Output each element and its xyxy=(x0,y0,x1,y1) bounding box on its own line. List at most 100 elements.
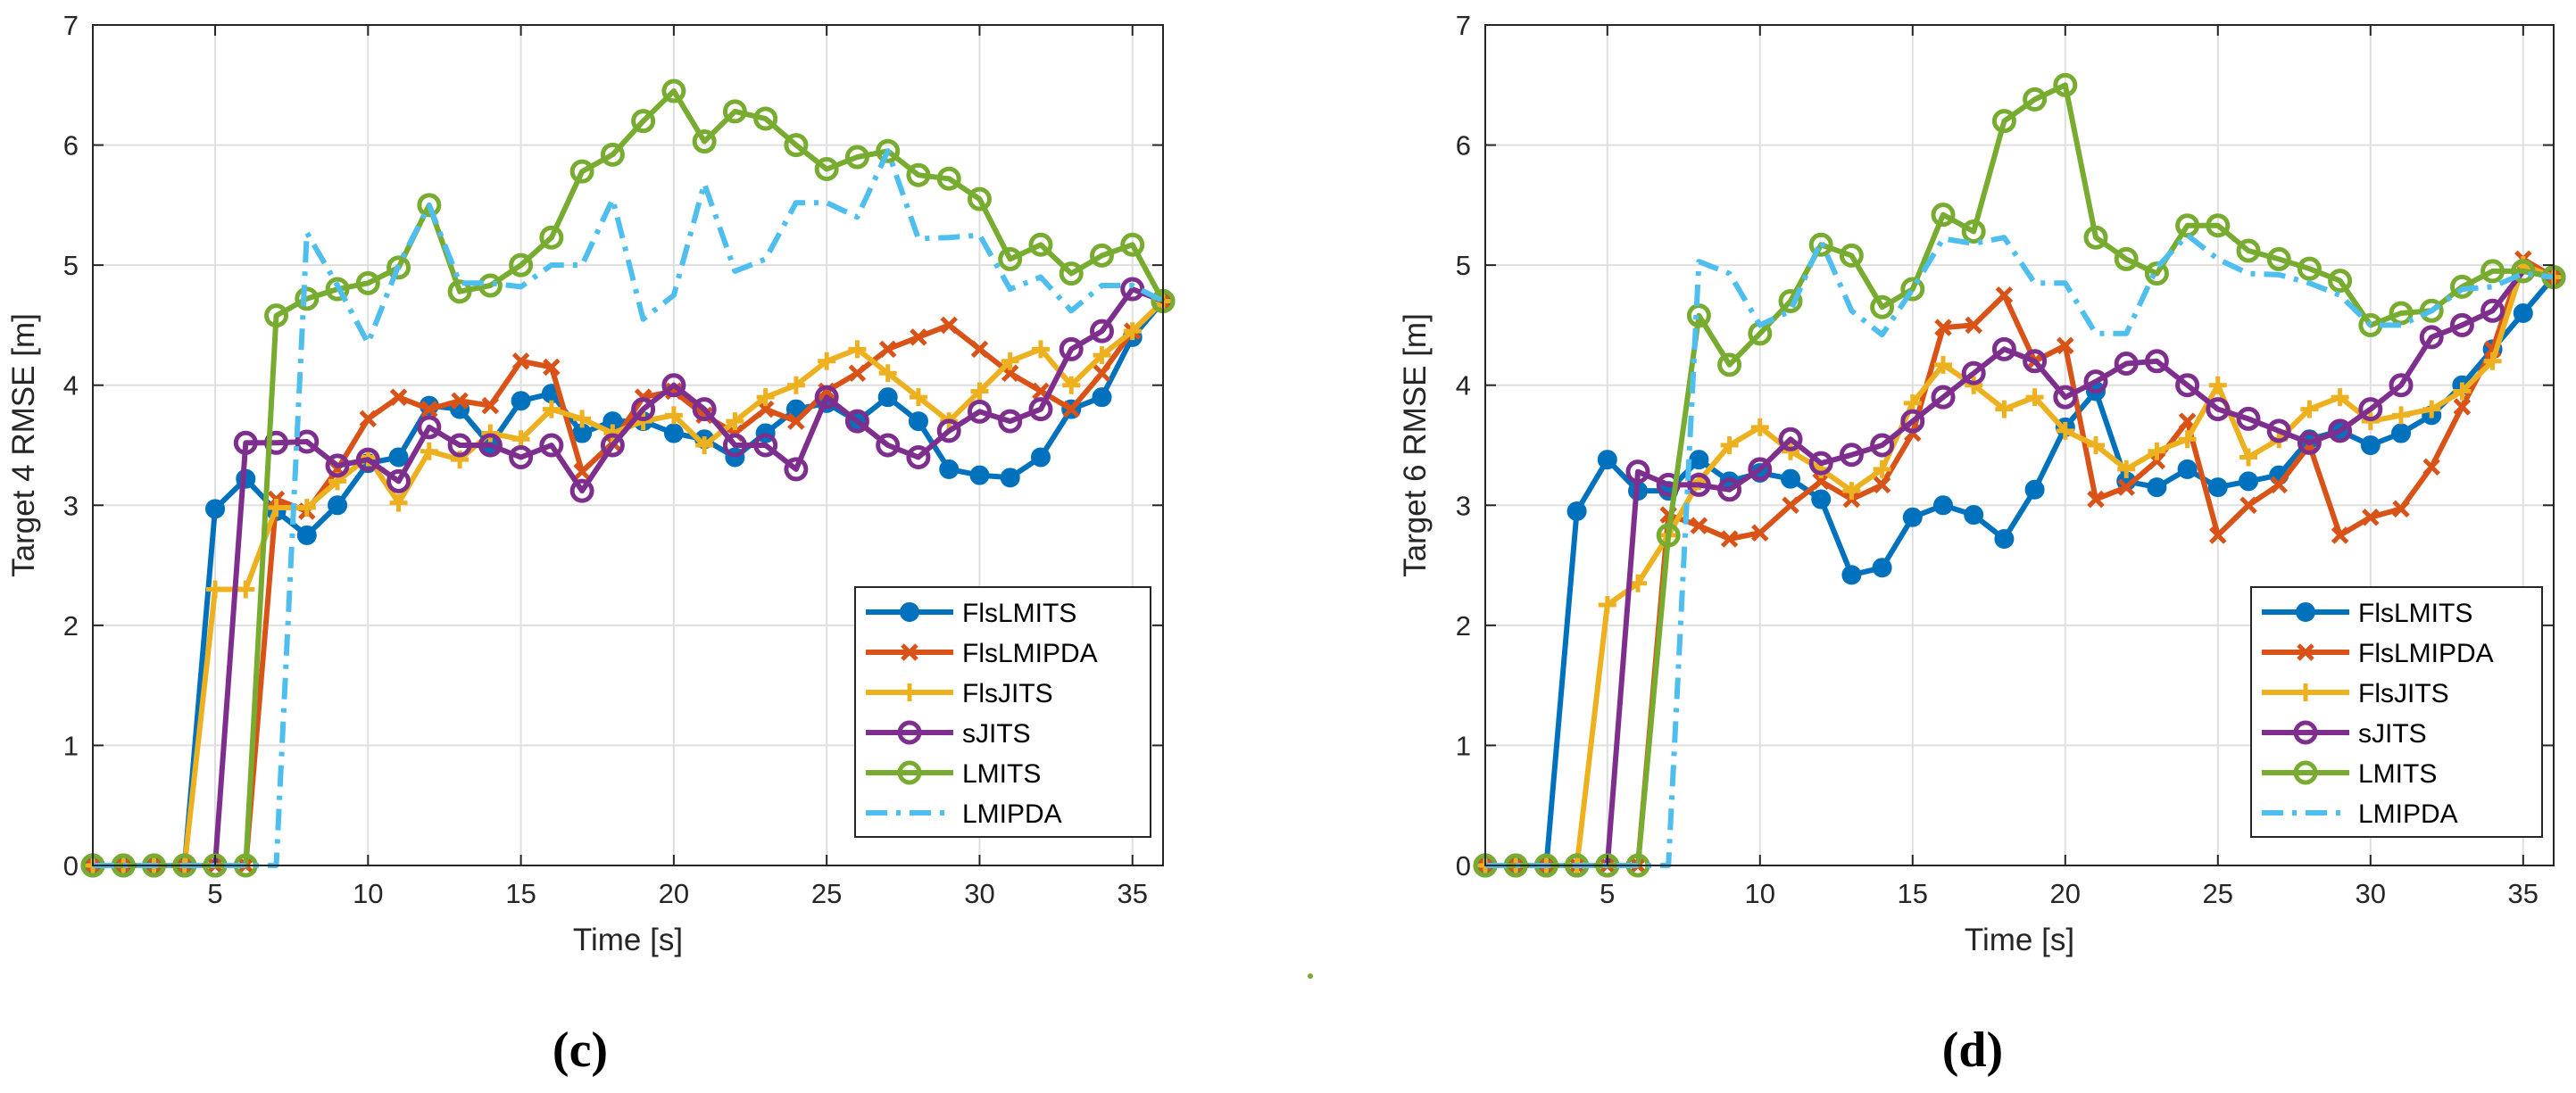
data-point xyxy=(1900,277,1925,302)
data-point xyxy=(2360,435,2381,455)
data-point xyxy=(1030,447,1051,468)
data-point xyxy=(631,109,656,134)
data-point xyxy=(967,186,992,211)
y-tick-label: 6 xyxy=(63,130,79,161)
data-point xyxy=(1934,319,1952,336)
data-point xyxy=(661,79,686,104)
data-point xyxy=(876,433,901,458)
data-point xyxy=(787,412,805,430)
data-point xyxy=(664,406,683,425)
data-point xyxy=(2392,500,2410,518)
data-point xyxy=(1933,495,1953,516)
data-point xyxy=(1903,393,1922,412)
y-tick-label: 3 xyxy=(63,490,79,521)
data-point xyxy=(661,373,686,398)
data-point xyxy=(2144,349,2169,374)
data-point xyxy=(2175,213,2200,238)
data-point xyxy=(2331,388,2349,407)
data-point xyxy=(2389,373,2414,398)
data-point xyxy=(1093,346,1111,365)
data-point xyxy=(970,340,989,359)
legend-label-LMIPDA: LMIPDA xyxy=(962,799,1062,829)
data-point xyxy=(2362,508,2380,526)
data-point xyxy=(1931,203,1956,228)
panel-label: (d) xyxy=(1942,1023,2003,1078)
data-point xyxy=(2392,406,2410,425)
data-point xyxy=(1720,530,1739,548)
data-point xyxy=(692,129,717,154)
data-point xyxy=(2023,349,2048,374)
x-tick-label: 20 xyxy=(659,878,689,909)
data-point xyxy=(2358,397,2383,422)
data-point xyxy=(844,145,869,170)
data-point xyxy=(600,142,625,167)
data-point xyxy=(1808,451,1833,476)
data-point xyxy=(940,316,958,335)
x-tick-label: 30 xyxy=(2356,878,2386,909)
legend-marker-LMITS xyxy=(2293,760,2318,785)
data-point xyxy=(814,385,839,410)
legend-box xyxy=(854,586,1151,838)
data-point xyxy=(2087,490,2105,509)
data-point xyxy=(1656,472,1681,497)
data-point xyxy=(1961,219,1986,244)
data-point xyxy=(936,166,961,191)
data-point xyxy=(1873,460,1891,478)
data-point xyxy=(631,397,656,422)
series-line-sJITS xyxy=(1485,268,2555,868)
x-tick-label: 35 xyxy=(2508,878,2539,909)
data-point xyxy=(2209,526,2227,544)
data-point xyxy=(753,433,778,458)
data-point xyxy=(722,99,747,124)
legend-label-FlsLMITS: FlsLMITS xyxy=(962,599,1076,628)
data-point xyxy=(970,382,989,401)
data-point xyxy=(2331,526,2349,544)
data-point xyxy=(876,138,901,163)
data-point xyxy=(2117,460,2136,478)
data-point xyxy=(600,433,625,458)
data-point xyxy=(906,162,931,187)
legend-label-sJITS: sJITS xyxy=(962,719,1031,749)
data-point xyxy=(2453,382,2472,401)
data-point xyxy=(2297,430,2322,455)
legend-box xyxy=(2250,586,2543,838)
data-point xyxy=(539,433,564,458)
y-tick-label: 3 xyxy=(1456,490,1471,521)
data-point xyxy=(2449,312,2474,337)
data-point xyxy=(969,465,990,485)
data-point xyxy=(1812,472,1830,491)
data-point xyxy=(2391,423,2411,443)
data-point xyxy=(206,580,225,599)
data-point xyxy=(1778,426,1803,451)
data-point xyxy=(205,499,226,519)
data-point xyxy=(389,388,408,406)
data-point xyxy=(753,106,778,131)
data-point xyxy=(1031,340,1050,359)
data-point xyxy=(237,580,255,599)
data-point xyxy=(2208,376,2227,394)
data-point xyxy=(1781,468,1800,489)
data-point xyxy=(2511,259,2536,284)
data-point xyxy=(2419,325,2444,350)
y-tick-label: 1 xyxy=(63,730,79,761)
data-point xyxy=(848,340,867,359)
x-tick-label: 15 xyxy=(1898,878,1928,909)
y-axis-label: Target 6 RMSE [m] xyxy=(1398,313,1433,577)
y-tick-label: 5 xyxy=(63,250,79,281)
y-axis-label: Target 4 RMSE [m] xyxy=(6,313,41,577)
data-point xyxy=(1717,477,1742,502)
data-point xyxy=(967,399,992,424)
data-point xyxy=(296,525,317,545)
x-axis-label: Time [s] xyxy=(573,923,683,957)
data-point xyxy=(1873,476,1891,494)
data-point xyxy=(818,352,836,370)
legend-marker-FlsLMITS xyxy=(2296,602,2315,622)
data-point xyxy=(1089,243,1114,268)
data-point xyxy=(509,253,534,277)
data-point xyxy=(2083,369,2108,394)
data-point xyxy=(2480,298,2505,323)
data-point xyxy=(1566,501,1587,522)
axes-box xyxy=(92,24,1164,866)
data-point xyxy=(726,412,744,431)
legend-label-LMIPDA: LMIPDA xyxy=(2358,799,2458,829)
